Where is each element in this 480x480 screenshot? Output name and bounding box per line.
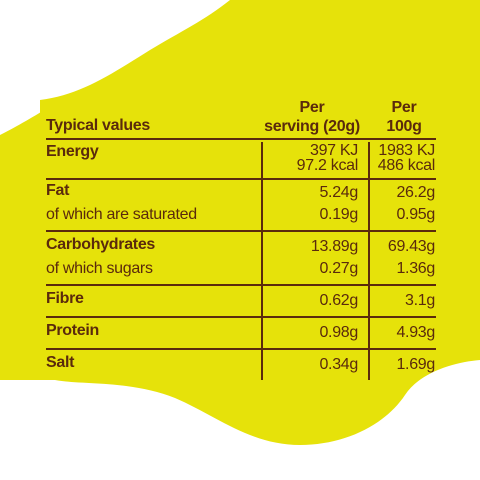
fibre-label: Fibre [46,290,84,307]
carbohydrates-per100: 69.43g [387,238,435,255]
per-100g-heading-line2: 100g [386,118,422,135]
energy-serving-kj: 397 KJ [309,142,358,159]
sugars-label: of which sugars [46,260,153,277]
fat-per100: 26.2g [396,184,435,201]
salt-per100: 1.69g [396,356,435,373]
fibre-serving: 0.62g [319,292,358,309]
energy-per100-kcal: 486 kcal [377,157,436,174]
saturated-serving: 0.19g [319,206,358,223]
saturated-label: of which are saturated [46,206,197,223]
energy-label: Energy [46,143,99,160]
per-serving-heading: Per serving (20g) [262,98,362,136]
sugars-per100: 1.36g [396,260,435,277]
energy-divider [46,178,436,180]
carbohydrates-label: Carbohydrates [46,236,156,253]
per-100g-heading: Per 100g [372,98,436,136]
protein-serving: 0.98g [319,324,358,341]
protein-per100: 4.93g [396,324,435,341]
fibre-divider [46,316,436,318]
fibre-per100: 3.1g [405,292,435,309]
sugars-serving: 0.27g [319,260,358,277]
energy-serving-kcal: 97.2 kcal [296,157,359,174]
carbohydrates-serving: 13.89g [310,238,358,255]
protein-divider [46,348,436,350]
per-serving-heading-line1: Per [299,99,325,116]
per-serving-heading-line2: serving (20g) [264,118,360,135]
fat-divider [46,230,436,232]
typical-values-heading: Typical values [46,117,151,134]
header-divider [46,138,436,140]
fat-label: Fat [46,182,70,199]
per-100g-heading-line1: Per [391,99,417,116]
salt-label: Salt [46,354,75,371]
carbohydrates-divider [46,284,436,286]
protein-label: Protein [46,322,100,339]
yellow-blob-shape [40,0,480,445]
fat-serving: 5.24g [319,184,358,201]
salt-serving: 0.34g [319,356,358,373]
yellow-blob-left-lobe [0,100,60,380]
column-divider-left [261,142,263,380]
saturated-per100: 0.95g [396,206,435,223]
column-divider-right [368,142,370,380]
energy-per100-kj: 1983 KJ [378,142,435,159]
